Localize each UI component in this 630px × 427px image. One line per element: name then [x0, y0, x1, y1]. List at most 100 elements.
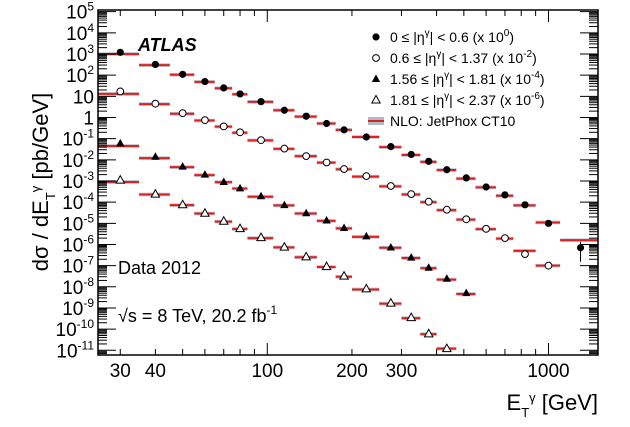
- data-point-s2-p10: [339, 223, 349, 232]
- y-tick-label-base-16: 10: [56, 341, 77, 362]
- y-tick-label-base-0: 10: [66, 3, 87, 24]
- legend-entry-2-text2: | < 1.81 (x 10: [449, 71, 531, 87]
- x-tick-label-4: 300: [386, 361, 418, 382]
- y-tick-label-exp-7: -2: [83, 148, 94, 162]
- legend-entry-2: 1.56 ≤ |ηγ| < 1.81 (x 10-4): [390, 70, 545, 87]
- y-axis-ticks: [98, 11, 598, 356]
- data-point-s3-p4: [218, 215, 229, 225]
- legend-entry-3: 1.81 ≤ |ηγ| < 2.37 (x 10-6): [390, 91, 545, 108]
- data-point-s2-p0: [116, 138, 125, 147]
- legend-marker-2: [371, 74, 381, 82]
- data-point-s1-p9: [322, 158, 331, 167]
- data-point-s3-p7: [279, 241, 290, 251]
- y-tick-label-base-5: 1: [83, 108, 94, 129]
- legend-entry-0-sup2: 0: [504, 28, 510, 39]
- data-point-s2-p14: [424, 263, 433, 271]
- x-axis-ticks: [119, 10, 549, 355]
- data-point-s3-p13: [406, 312, 417, 322]
- y-tick-label-exp-10: -5: [83, 211, 94, 225]
- data-point-s3-p12: [385, 297, 396, 307]
- data-point-s1-p3: [201, 116, 209, 125]
- data-point-s2-p8: [301, 208, 311, 217]
- data-point-s1-p2: [178, 109, 187, 118]
- y-tick-label-base-8: 10: [62, 172, 83, 193]
- legend-entry-3-sup1: γ: [444, 91, 449, 102]
- y-tick-label-exp-6: -1: [83, 127, 94, 141]
- data-point-s0-p13: [407, 150, 415, 159]
- data-point-s1-p19: [521, 250, 529, 259]
- data-point-s1-p17: [482, 224, 491, 233]
- y-tick-label-exp-9: -4: [83, 190, 94, 204]
- data-point-s2-p13: [407, 253, 416, 261]
- data-point-s0-p7: [280, 106, 288, 114]
- y-tick-label-base-4: 10: [73, 87, 94, 108]
- y-tick-label-exp-13: -8: [83, 275, 94, 289]
- y-tick-label-exp-16: -11: [78, 338, 95, 352]
- legend-entry-1-text2: | < 1.37 (x 10: [441, 50, 523, 66]
- data-point-s1-p12: [386, 182, 395, 190]
- legend-entry-4-text: NLO: JetPhox CT10: [390, 113, 515, 129]
- data-point-s2-p16: [462, 288, 471, 297]
- data-point-s1-p8: [302, 152, 311, 160]
- data-point-s1-p4: [219, 122, 228, 131]
- data-point-s1-p1: [151, 99, 160, 108]
- y-tick-label-7: 10-2: [62, 148, 94, 172]
- data-point-s3-p6: [255, 232, 267, 242]
- data-point-s3-p0: [115, 174, 126, 184]
- data-point-s1-p11: [362, 172, 371, 181]
- data-point-s1-p15: [442, 205, 451, 214]
- y-tick-label-0: 105: [66, 0, 94, 24]
- data-point-s1-p5: [236, 128, 244, 137]
- legend-marker-0: [372, 33, 380, 41]
- data-point-s3-p14: [423, 328, 434, 338]
- legend-entry-3-text2: | < 2.37 (x 10: [449, 92, 531, 108]
- energy-lumi-label: √s = 8 TeV, 20.2 fb-1: [118, 303, 277, 326]
- y-tick-label-base-11: 10: [62, 235, 83, 256]
- x-tick-label-2: 100: [251, 361, 283, 382]
- legend-entry-2-text: 1.56 ≤ |η: [390, 71, 444, 87]
- data-point-s0-p4: [220, 84, 228, 92]
- y-tick-label-base-3: 10: [66, 66, 87, 87]
- y-tick-label-14: 10-9: [62, 296, 94, 320]
- legend-entry-2-sup2: -4: [531, 70, 540, 81]
- data-point-s0-p5: [236, 90, 244, 98]
- data-point-s0-p15: [443, 166, 451, 174]
- data-point-s3-p5: [234, 223, 246, 233]
- y-tick-label-exp-1: 4: [87, 21, 94, 35]
- data-points: [115, 48, 585, 353]
- data-point-s1-p18: [501, 234, 509, 243]
- y-tick-label-exp-2: 3: [87, 42, 94, 56]
- data-point-s2-p15: [442, 274, 452, 282]
- y-tick-label-12: 10-7: [62, 254, 94, 278]
- y-tick-label-base-13: 10: [62, 278, 83, 299]
- data-year-label: Data 2012: [118, 258, 201, 278]
- data-point-s0-p9: [322, 119, 331, 128]
- x-tick-labels: 30 40 100 200 300 1000: [110, 361, 570, 382]
- data-point-s3-p9: [321, 261, 332, 271]
- x-tick-label-1: 40: [145, 361, 166, 382]
- y-tick-label-base-14: 10: [62, 299, 83, 320]
- legend-entry-1-text: 0.6 ≤ |η: [390, 50, 436, 66]
- data-point-s0-p20: [544, 219, 553, 227]
- energy-lumi-text: √s = 8 TeV, 20.2 fb: [118, 306, 267, 326]
- legend-entry-1-sup1: γ: [436, 49, 441, 60]
- legend-entry-0-text: 0 ≤ |η: [390, 29, 425, 45]
- data-point-s0-p12: [387, 143, 395, 151]
- y-tick-label-exp-3: 2: [87, 63, 94, 77]
- y-tick-labels: 10510410310210110-110-210-310-410-510-61…: [56, 0, 95, 362]
- y-tick-label-exp-14: -9: [83, 296, 94, 310]
- legend-entry-3-text3: ): [540, 92, 545, 108]
- data-point-s2-p9: [322, 216, 331, 224]
- y-tick-label-exp-8: -3: [83, 169, 94, 183]
- y-tick-label-5: 1: [83, 108, 94, 129]
- data-point-s3-p11: [361, 283, 372, 293]
- data-point-s2-p11: [362, 231, 371, 240]
- data-point-s2-p4: [219, 177, 228, 185]
- data-point-s1-p7: [280, 144, 289, 153]
- data-point-s2-p3: [200, 170, 210, 178]
- y-tick-label-9: 10-4: [62, 190, 94, 214]
- y-tick-label-exp-0: 5: [87, 0, 94, 14]
- legend-marker-3: [370, 94, 382, 104]
- data-point-s1-p20: [544, 261, 553, 270]
